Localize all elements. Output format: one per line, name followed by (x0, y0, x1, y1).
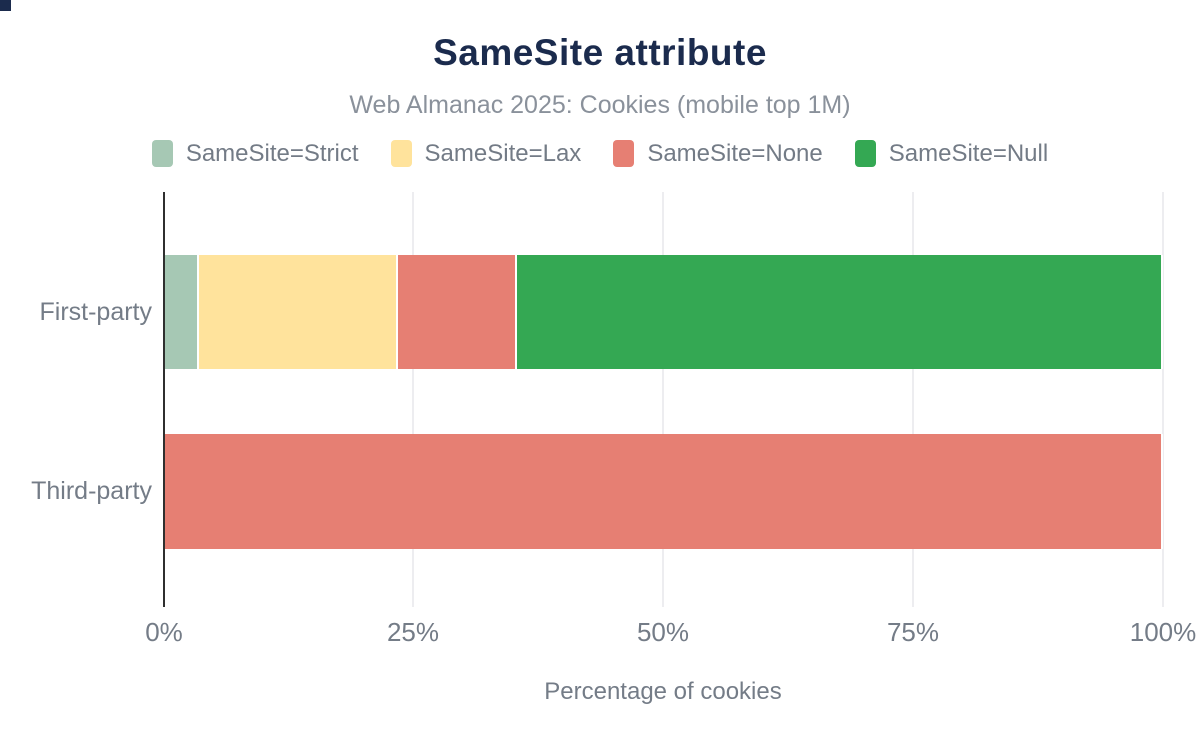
legend: SameSite=Strict SameSite=Lax SameSite=No… (0, 140, 1200, 167)
x-tick-25: 25% (386, 617, 440, 647)
bar-segment-third-party-none (165, 434, 1163, 549)
x-tick-100: 100% (1129, 617, 1197, 647)
x-axis-title: Percentage of cookies (544, 678, 782, 705)
chart-subtitle: Web Almanac 2025: Cookies (mobile top 1M… (349, 91, 851, 119)
chart-title: SameSite attribute (433, 32, 767, 73)
bar-segment-first-party-lax (198, 255, 398, 369)
gridline-100 (1162, 192, 1164, 607)
samesite-lax-swatch-icon (390, 140, 412, 167)
bar-segment-first-party-null (517, 255, 1163, 369)
bar-first-party (165, 255, 1163, 369)
category-label-third-party: Third-party (31, 477, 152, 505)
legend-item-samesite-strict[interactable]: SameSite=Strict (151, 140, 359, 167)
legend-label-samesite-lax: SameSite=Lax (424, 140, 582, 167)
x-tick-50: 50% (636, 617, 690, 647)
legend-label-samesite-strict: SameSite=Strict (185, 140, 359, 167)
legend-item-samesite-null[interactable]: SameSite=Null (854, 140, 1049, 167)
samesite-strict-swatch-icon (151, 140, 173, 167)
samesite-none-swatch-icon (613, 140, 635, 167)
legend-label-samesite-null: SameSite=Null (888, 140, 1049, 167)
gridline-75 (912, 192, 914, 607)
corner-mark (0, 0, 11, 11)
gridline-25 (412, 192, 414, 607)
gridline-50 (662, 192, 664, 607)
bar-segment-first-party-strict (165, 255, 199, 369)
x-tick-0: 0% (145, 617, 183, 647)
legend-item-samesite-lax[interactable]: SameSite=Lax (390, 140, 582, 167)
legend-label-samesite-none: SameSite=None (647, 140, 823, 167)
samesite-null-swatch-icon (854, 140, 876, 167)
bar-third-party (165, 434, 1163, 549)
category-label-first-party: First-party (39, 298, 153, 326)
x-tick-75: 75% (886, 617, 940, 647)
bar-segment-first-party-none (397, 255, 518, 369)
legend-item-samesite-none[interactable]: SameSite=None (613, 140, 823, 167)
y-axis-line (163, 192, 165, 607)
